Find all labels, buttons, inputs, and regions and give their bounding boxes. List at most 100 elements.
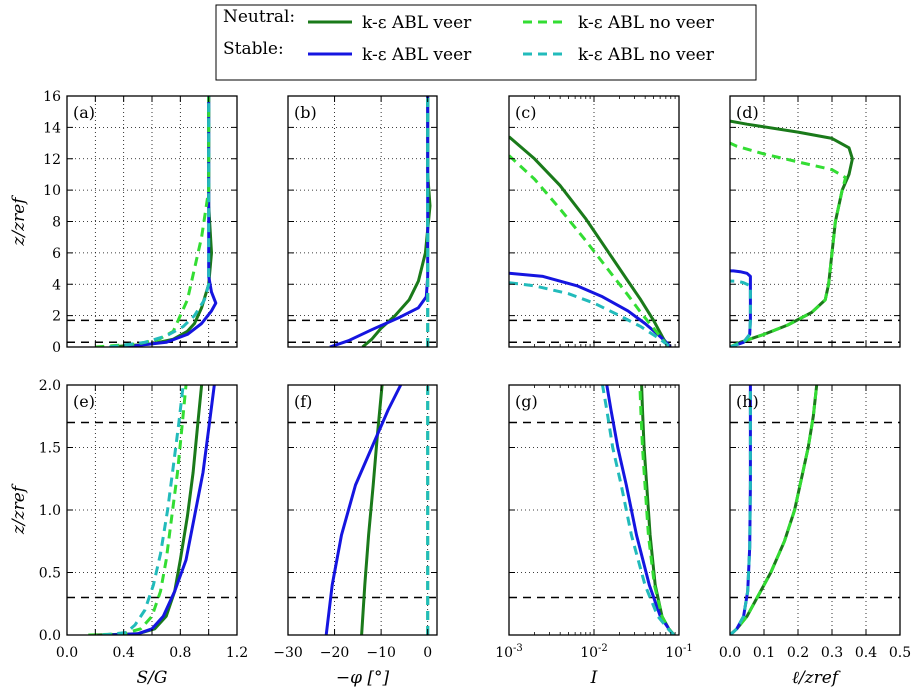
legend-box <box>215 4 757 81</box>
panel-3: (c) <box>508 95 680 348</box>
legend-entry-label: k-ε ABL no veer <box>578 13 715 33</box>
ticks <box>729 95 901 348</box>
series-line-neutral-veer <box>361 96 432 347</box>
x-tick-label: −20 <box>320 645 350 661</box>
y-tick-label: 8 <box>52 215 61 231</box>
panels: (a) 0 2 4 6 8 10 12 14 16 z/zref (b) (c) (d) (e) 0.0 0.5… <box>9 89 911 688</box>
series-group <box>95 96 218 347</box>
panel-4: (d) <box>729 95 901 348</box>
panel-tag: (g) <box>515 392 538 411</box>
series-line-neutral-veer <box>109 96 213 347</box>
y-axis-label: z/zref <box>9 195 29 247</box>
panel-8: (h) 0.0 0.1 0.2 0.3 0.4 0.5 ℓ/zref <box>719 384 911 688</box>
series-line-stable-no-veer <box>109 96 211 347</box>
x-tick-label: 0.3 <box>821 645 843 661</box>
x-tick-label: 1.2 <box>226 645 248 661</box>
panel-tag: (b) <box>294 103 317 122</box>
ticks <box>508 384 680 636</box>
series-group <box>730 385 819 635</box>
gridlines <box>67 385 237 635</box>
x-tick-label: 0 <box>423 645 432 661</box>
y-tick-label: 1.5 <box>39 441 61 457</box>
y-tick-label: 6 <box>52 246 61 262</box>
gridlines <box>288 96 437 347</box>
series-line-stable-veer <box>605 385 676 635</box>
ticks <box>729 384 901 636</box>
y-tick-label: 2 <box>52 309 61 325</box>
x-tick-label: 0.5 <box>889 645 911 661</box>
series-line-stable-no-veer <box>509 281 672 347</box>
panel-6: (f) −30 −20 −10 0 −φ [°] <box>273 384 438 688</box>
x-tick-label: 0.8 <box>169 645 191 661</box>
x-axis-label: I <box>590 668 598 688</box>
panel-tag: (d) <box>736 103 759 122</box>
series-line-neutral-no-veer <box>509 154 670 347</box>
y-tick-label: 1.0 <box>39 503 61 519</box>
series-line-neutral-veer <box>360 385 384 635</box>
ticks <box>287 95 437 348</box>
legend-entry-label: k-ε ABL veer <box>362 13 472 33</box>
legend-entry-label: k-ε ABL no veer <box>578 45 715 65</box>
y-tick-label: 2.0 <box>39 378 61 394</box>
x-tick-label: 0.0 <box>719 645 741 661</box>
panel-tag: (e) <box>73 392 95 411</box>
x-tick-label: 10-1 <box>665 643 693 661</box>
series-line-neutral-no-veer <box>730 141 848 347</box>
legend-row-label: Neutral: <box>223 7 295 27</box>
gridlines <box>509 385 679 635</box>
legend: Neutral: k-ε ABL veer k-ε ABL no veer Stabl… <box>215 4 757 81</box>
series-group <box>88 385 216 635</box>
series-group <box>730 119 854 347</box>
panel-1: (a) 0 2 4 6 8 10 12 14 16 z/zref <box>9 89 238 356</box>
y-tick-label: 12 <box>43 152 61 168</box>
panel-5: (e) 0.0 0.5 1.0 1.5 2.0 0.0 0.4 0.8 1.2 S/G z/zref <box>9 378 248 688</box>
gridlines <box>730 385 900 635</box>
x-tick-label: 0.1 <box>753 645 775 661</box>
y-tick-label: 4 <box>52 277 61 293</box>
series-line-stable-veer <box>123 96 218 347</box>
x-tick-label: 0.4 <box>113 645 135 661</box>
x-axis-label: ℓ/zref <box>792 668 841 688</box>
series-line-stable-veer <box>109 385 216 635</box>
x-tick-label: 0.4 <box>855 645 877 661</box>
panel-tag: (h) <box>736 392 759 411</box>
series-line-stable-veer <box>324 385 403 635</box>
series-line-stable-no-veer <box>601 385 675 635</box>
series-line-neutral-no-veer <box>88 385 188 635</box>
x-tick-label: 0.2 <box>787 645 809 661</box>
ticks <box>508 95 680 348</box>
panel-tag: (f) <box>294 392 312 411</box>
ticks <box>66 95 238 348</box>
series-line-neutral-no-veer <box>638 385 676 635</box>
x-tick-label: −30 <box>273 645 303 661</box>
legend-row-label: Stable: <box>223 39 284 59</box>
series-line-stable-no-veer <box>730 385 752 635</box>
series-line-neutral-veer <box>509 135 671 347</box>
gridlines <box>509 96 679 347</box>
series-group <box>329 96 432 347</box>
panel-7: (g) 10-3 10-2 10-1 I <box>495 384 693 688</box>
series-group <box>601 385 676 635</box>
series-group <box>324 385 430 635</box>
y-tick-label: 10 <box>43 183 61 199</box>
ticks <box>66 384 238 636</box>
series-line-stable-no-veer <box>102 385 185 635</box>
panel-tag: (c) <box>515 103 536 122</box>
y-axis-label: z/zref <box>9 483 29 535</box>
x-axis-label: S/G <box>137 668 168 688</box>
x-tick-label: 10-2 <box>580 643 608 661</box>
gridlines <box>67 96 237 347</box>
series-line-neutral-no-veer <box>730 385 819 635</box>
x-tick-label: 0.0 <box>56 645 78 661</box>
x-tick-label: 10-3 <box>495 643 523 661</box>
panel-tag: (a) <box>73 103 95 122</box>
series-line-stable-no-veer <box>730 279 752 347</box>
series-line-neutral-no-veer <box>95 96 211 347</box>
ticks <box>287 384 437 636</box>
panel-2: (b) <box>287 95 438 348</box>
y-tick-label: 0.5 <box>39 566 61 582</box>
legend-entry-label: k-ε ABL veer <box>362 45 472 65</box>
series-group <box>509 135 672 347</box>
y-tick-label: 0 <box>52 340 61 356</box>
